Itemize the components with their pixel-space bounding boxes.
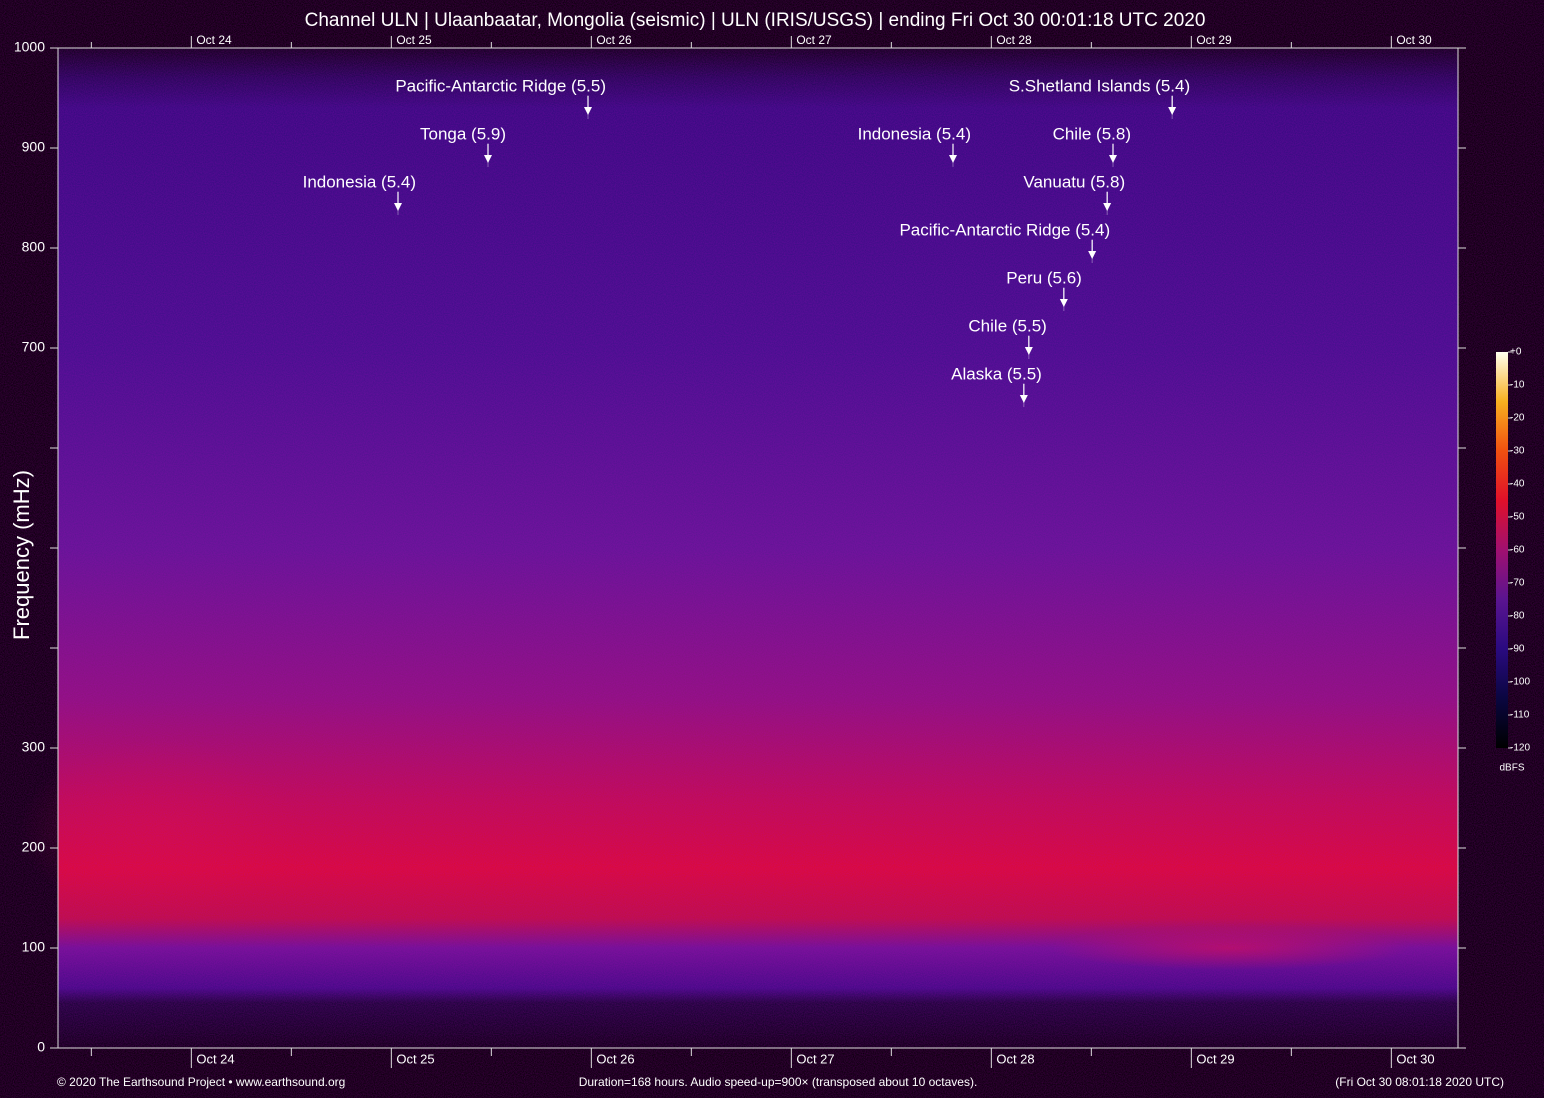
footer-center: Duration=168 hours. Audio speed-up=900× … (579, 1075, 978, 1089)
x-tick-label: Oct 29 (1196, 1051, 1234, 1066)
colorbar-tick-label: -20 (1510, 413, 1525, 424)
event-label: Chile (5.8) (1053, 124, 1131, 143)
x-tick-label-top: Oct 24 (196, 33, 232, 47)
colorbar-tick-label: -110 (1510, 710, 1530, 721)
y-tick-label: 200 (22, 839, 46, 855)
event-label: Chile (5.5) (968, 316, 1046, 335)
event-arrow-head (1168, 107, 1177, 115)
colorbar-tick-label: -70 (1510, 578, 1525, 589)
x-tick-label-top: Oct 25 (396, 33, 432, 47)
event-arrow-head (584, 107, 592, 115)
event-label: Pacific-Antarctic Ridge (5.4) (899, 220, 1110, 239)
x-tick-label-top: Oct 27 (796, 33, 832, 47)
y-tick-label: 300 (22, 739, 46, 755)
event-label: Vanuatu (5.8) (1023, 172, 1125, 191)
event-arrow-head (1019, 395, 1028, 403)
event-arrow-head (1103, 203, 1112, 211)
x-tick-label: Oct 27 (796, 1051, 834, 1066)
x-tick-label: Oct 25 (396, 1051, 434, 1066)
colorbar-tick-label: -120 (1510, 743, 1530, 754)
event-label: Indonesia (5.4) (858, 124, 971, 143)
event-arrow-head (1059, 299, 1068, 307)
colorbar-tick-label: -100 (1510, 677, 1530, 688)
colorbar (1496, 352, 1508, 748)
event-arrow-head (1024, 347, 1033, 355)
event-arrow-head (394, 203, 402, 211)
x-tick-label-top: Oct 29 (1196, 33, 1232, 47)
event-label: Alaska (5.5) (951, 364, 1042, 383)
footer-right: (Fri Oct 30 08:01:18 2020 UTC) (1335, 1075, 1504, 1089)
colorbar-tick-label: -40 (1510, 479, 1525, 490)
event-label: Tonga (5.9) (420, 124, 506, 143)
x-tick-label-top: Oct 30 (1396, 33, 1432, 47)
y-axis-label: Frequency (mHz) (9, 470, 34, 640)
event-arrow-head (949, 155, 957, 163)
event-label: Indonesia (5.4) (303, 172, 416, 191)
colorbar-label: dBFS (1499, 763, 1524, 774)
colorbar-tick-label: +0 (1510, 347, 1522, 358)
y-tick-label: 0 (37, 1039, 45, 1055)
colorbar-tick-label: -10 (1510, 380, 1525, 391)
x-tick-label: Oct 24 (196, 1051, 234, 1066)
y-tick-label: 1000 (14, 39, 45, 55)
chart-title: Channel ULN | Ulaanbaatar, Mongolia (sei… (305, 10, 1206, 31)
x-tick-label: Oct 30 (1396, 1051, 1434, 1066)
colorbar-tick-label: -30 (1510, 446, 1525, 457)
y-tick-label: 800 (22, 239, 46, 255)
colorbar-tick-label: -90 (1510, 644, 1525, 655)
x-tick-label: Oct 28 (996, 1051, 1034, 1066)
footer-left: © 2020 The Earthsound Project • www.eart… (57, 1075, 345, 1089)
y-tick-label: 700 (22, 339, 46, 355)
event-arrow-head (484, 155, 492, 163)
colorbar-tick-label: -50 (1510, 512, 1525, 523)
y-tick-label: 100 (22, 939, 46, 955)
x-tick-label: Oct 26 (596, 1051, 634, 1066)
event-label: Pacific-Antarctic Ridge (5.5) (395, 76, 606, 95)
x-tick-label-top: Oct 28 (996, 33, 1032, 47)
event-arrow-head (1109, 155, 1117, 163)
event-arrow-head (1088, 251, 1097, 259)
colorbar-tick-label: -60 (1510, 545, 1525, 556)
event-label: S.Shetland Islands (5.4) (1009, 76, 1190, 95)
colorbar-tick-label: -80 (1510, 611, 1525, 622)
spectrogram-image (20, 48, 1458, 1048)
x-tick-label-top: Oct 26 (596, 33, 632, 47)
event-label: Peru (5.6) (1006, 268, 1082, 287)
y-tick-label: 900 (22, 139, 46, 155)
